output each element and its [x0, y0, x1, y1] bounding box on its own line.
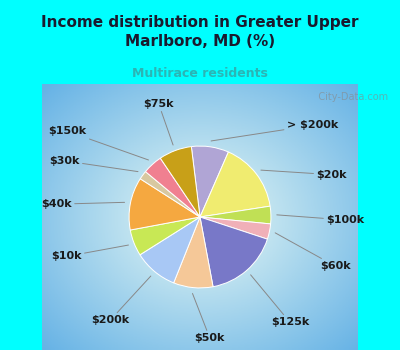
Text: $30k: $30k [50, 156, 138, 172]
Wedge shape [140, 217, 200, 283]
Wedge shape [191, 146, 228, 217]
Text: $200k: $200k [91, 276, 151, 326]
Wedge shape [200, 217, 270, 239]
Wedge shape [130, 217, 200, 255]
Wedge shape [200, 206, 271, 224]
Text: > $200k: > $200k [211, 120, 338, 141]
Wedge shape [129, 179, 200, 230]
Text: $10k: $10k [51, 245, 128, 261]
Wedge shape [160, 147, 200, 217]
Text: Income distribution in Greater Upper
Marlboro, MD (%): Income distribution in Greater Upper Mar… [41, 15, 359, 49]
Text: City-Data.com: City-Data.com [309, 92, 388, 102]
Text: $40k: $40k [41, 199, 124, 209]
Wedge shape [146, 158, 200, 217]
Text: $20k: $20k [261, 170, 347, 180]
Wedge shape [200, 217, 267, 287]
Wedge shape [200, 152, 270, 217]
Text: $100k: $100k [277, 215, 364, 225]
Text: $125k: $125k [251, 275, 309, 327]
Text: $50k: $50k [192, 294, 225, 343]
Text: Multirace residents: Multirace residents [132, 67, 268, 80]
Text: $75k: $75k [143, 99, 174, 145]
Wedge shape [140, 172, 200, 217]
Text: $60k: $60k [275, 233, 351, 271]
Wedge shape [174, 217, 213, 288]
Text: $150k: $150k [48, 126, 148, 160]
